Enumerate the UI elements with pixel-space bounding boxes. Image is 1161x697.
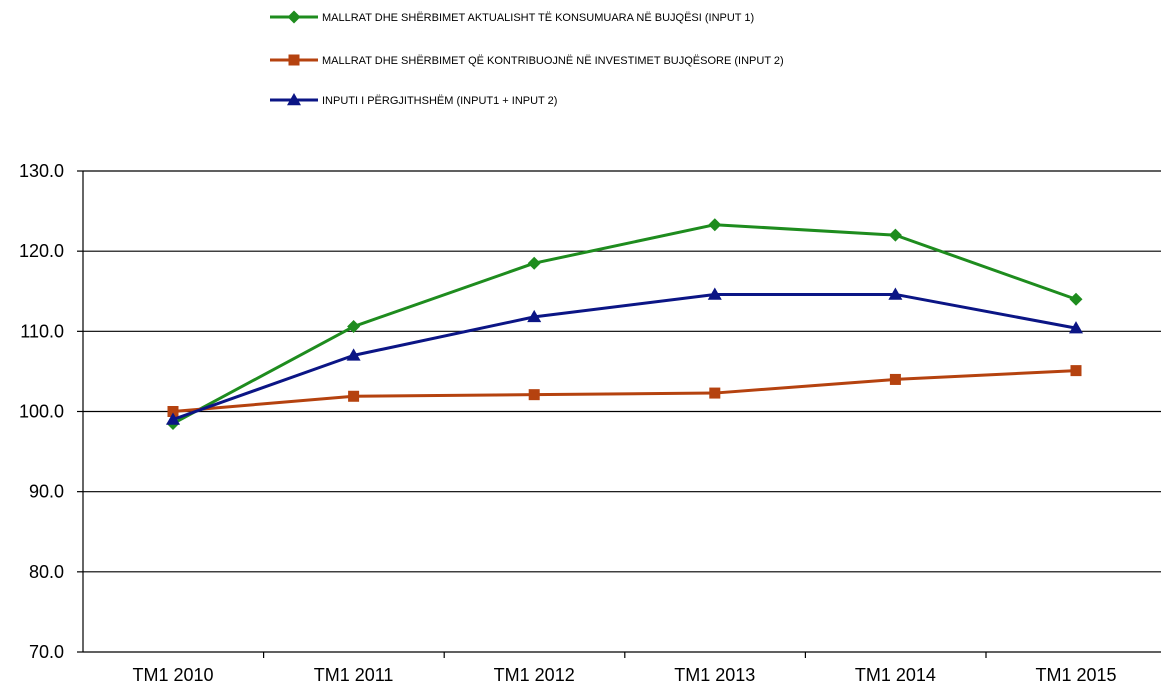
- series-line: [172, 292, 1077, 421]
- legend-item-3: INPUTI I PËRGJITHSHËM (INPUT1 + INPUT 2): [270, 93, 557, 107]
- data-point-triangle: [346, 348, 361, 361]
- data-point-triangle: [166, 412, 180, 425]
- x-tick-label: TM1 2010: [132, 665, 213, 685]
- data-point-triangle: [707, 287, 722, 300]
- y-tick-label: 70.0: [29, 642, 64, 662]
- data-point-diamond: [527, 256, 541, 270]
- legend-item-2: MALLRAT DHE SHËRBIMET QË KONTRIBUOJNË NË…: [270, 54, 784, 67]
- legend-item-1: MALLRAT DHE SHËRBIMET AKTUALISHT TË KONS…: [270, 10, 754, 24]
- data-point-square: [889, 373, 901, 385]
- legend: MALLRAT DHE SHËRBIMET AKTUALISHT TË KONS…: [270, 10, 784, 107]
- data-point-square: [348, 390, 360, 402]
- series-line: [172, 369, 1077, 413]
- series-3: [166, 287, 1083, 425]
- legend-swatch-marker: [287, 10, 301, 24]
- data-point-diamond: [1069, 292, 1083, 306]
- data-point-square: [167, 406, 179, 417]
- legend-swatch-marker: [287, 93, 301, 106]
- y-tick-label: 90.0: [29, 482, 64, 502]
- data-point-square: [1070, 365, 1082, 377]
- x-tick-label: TM1 2015: [1035, 665, 1116, 685]
- y-axis-tick-labels: 70.0 80.0 90.0 100.0 110.0 120.0 130.0: [19, 161, 83, 662]
- legend-label: MALLRAT DHE SHËRBIMET AKTUALISHT TË KONS…: [322, 12, 754, 24]
- data-point-square: [709, 387, 721, 399]
- y-tick-label: 120.0: [19, 241, 64, 261]
- data-point-triangle: [1069, 321, 1083, 334]
- legend-label: INPUTI I PËRGJITHSHËM (INPUT1 + INPUT 2): [322, 95, 557, 107]
- series-line: [172, 223, 1077, 425]
- data-point-diamond: [888, 228, 902, 242]
- data-point-diamond: [347, 320, 361, 334]
- data-point-square: [528, 389, 540, 401]
- data-point-triangle: [888, 287, 903, 300]
- y-tick-label: 130.0: [19, 161, 64, 181]
- series-group: [166, 218, 1083, 431]
- x-axis-tick-labels: TM1 2010 TM1 2011 TM1 2012 TM1 2013 TM1 2014…: [132, 652, 1117, 685]
- series-1: [166, 218, 1083, 431]
- y-tick-label: 80.0: [29, 562, 64, 582]
- series-2: [167, 365, 1082, 417]
- y-tick-label: 100.0: [19, 402, 64, 422]
- x-tick-label: TM1 2012: [494, 665, 575, 685]
- gridlines: [83, 170, 1161, 573]
- x-tick-label: TM1 2014: [855, 665, 936, 685]
- legend-swatch-marker: [288, 54, 300, 66]
- x-tick-label: TM1 2013: [674, 665, 755, 685]
- data-point-triangle: [527, 309, 542, 323]
- data-point-diamond: [708, 218, 722, 232]
- y-tick-label: 110.0: [20, 321, 64, 341]
- x-tick-label: TM1 2011: [314, 665, 394, 685]
- legend-label: MALLRAT DHE SHËRBIMET QË KONTRIBUOJNË NË…: [322, 55, 784, 67]
